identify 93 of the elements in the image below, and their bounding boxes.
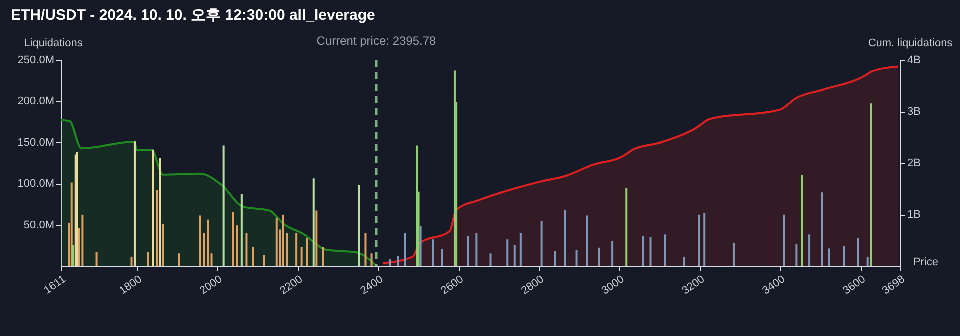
x-tick-label: 3200: [680, 274, 708, 298]
bar: [598, 248, 600, 266]
bar: [514, 245, 516, 266]
y2-axis-title: Cum. liquidations: [868, 38, 954, 50]
bar: [796, 244, 798, 266]
bar: [626, 188, 628, 266]
bar: [664, 234, 666, 266]
bar: [296, 233, 298, 266]
bar: [316, 210, 318, 266]
y-tick-label: 100.0M: [18, 178, 54, 190]
bar: [476, 233, 478, 266]
bar: [312, 178, 315, 266]
bar: [96, 252, 98, 266]
bar: [252, 247, 254, 266]
bar: [300, 247, 303, 266]
x-tick-label: 3000: [600, 274, 627, 298]
bar: [843, 246, 846, 266]
bar: [70, 182, 73, 266]
x-tick-label: 3400: [760, 274, 788, 298]
bar: [564, 210, 566, 266]
bar: [586, 216, 588, 266]
bar: [432, 240, 434, 266]
bar: [540, 222, 543, 266]
bar: [134, 142, 136, 266]
x-axis-title: Price: [913, 256, 938, 268]
bar: [404, 233, 406, 266]
bar: [364, 233, 367, 266]
y2-tick-label: 2B: [908, 158, 921, 170]
x-tick-label: 1611: [42, 274, 68, 297]
y-tick-label: 200.0M: [18, 96, 54, 108]
x-tick-label: 3600: [841, 274, 868, 298]
bar: [506, 240, 509, 266]
bar: [276, 218, 278, 266]
bar: [821, 192, 824, 266]
bar: [397, 256, 400, 266]
bar: [282, 214, 284, 266]
y-tick-label: 250.0M: [18, 54, 54, 66]
bar: [650, 237, 652, 266]
bar: [178, 254, 180, 266]
bar: [684, 256, 686, 266]
y-tick-label: 150.0M: [18, 136, 54, 149]
bar: [612, 241, 614, 266]
bar: [520, 233, 522, 266]
bar: [732, 242, 735, 266]
bar: [828, 248, 830, 266]
bar: [490, 254, 492, 266]
bar: [642, 236, 645, 266]
ref-line-label: Current price: 2395.78: [316, 34, 437, 48]
bar: [576, 250, 578, 266]
y2-tick-label: 3B: [908, 106, 921, 118]
bar: [808, 234, 811, 266]
y2-tick-label: 4B: [908, 54, 921, 66]
bar: [698, 214, 700, 266]
bar: [246, 233, 248, 266]
bar: [82, 214, 84, 266]
bar: [322, 247, 324, 266]
bar: [236, 226, 238, 266]
bar: [416, 146, 418, 266]
bar: [358, 185, 360, 266]
bar: [156, 190, 158, 266]
bar: [286, 233, 288, 266]
bar: [704, 213, 706, 266]
bar: [420, 226, 422, 266]
bar: [263, 255, 266, 266]
y2-tick-label: 1B: [908, 209, 921, 221]
bar: [162, 224, 164, 266]
bar: [200, 216, 202, 266]
bar: [554, 251, 556, 266]
bar: [306, 238, 308, 266]
bar: [130, 256, 133, 266]
bar: [232, 212, 234, 266]
bar: [159, 158, 162, 266]
bar: [210, 254, 213, 266]
x-tick-label: 3698: [880, 274, 908, 298]
bar: [76, 152, 78, 266]
y-tick-label: 50.0M: [24, 219, 54, 232]
bar: [870, 104, 872, 266]
bar: [240, 194, 243, 266]
bar: [370, 254, 373, 266]
bar: [467, 236, 470, 266]
bar: [866, 256, 869, 266]
chart-title: ETH/USDT - 2024. 10. 10. 오후 12:30:00 all_leverage: [11, 7, 376, 24]
bar: [207, 220, 210, 266]
bar: [72, 245, 74, 266]
bar: [147, 252, 150, 266]
bar: [857, 238, 860, 266]
bar: [442, 250, 444, 266]
bar: [152, 150, 154, 266]
bar: [389, 259, 392, 266]
y-axis-title: Liquidations: [24, 38, 84, 50]
bar: [783, 214, 786, 266]
bar: [222, 146, 225, 266]
bar: [801, 175, 804, 266]
